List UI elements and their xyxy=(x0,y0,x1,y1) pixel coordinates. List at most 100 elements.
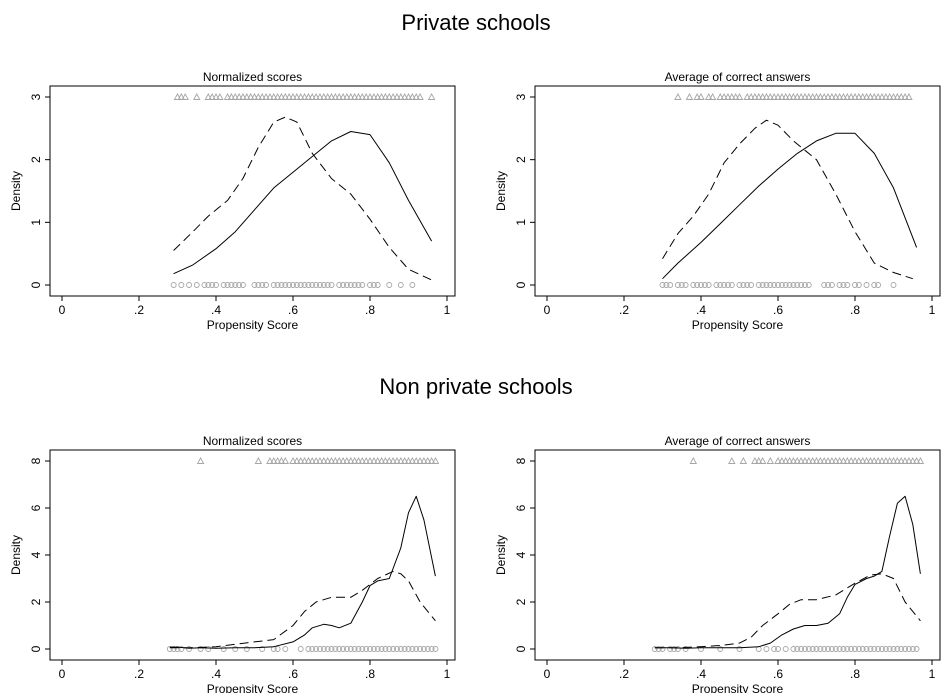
triangle-marker xyxy=(851,457,859,464)
triangle-marker xyxy=(878,457,886,464)
circle-marker xyxy=(397,282,404,288)
circle-marker xyxy=(763,646,770,652)
triangle-marker xyxy=(258,93,266,100)
y-tick-label: 6 xyxy=(29,504,43,511)
triangle-marker xyxy=(273,457,282,464)
x-tick-label: .8 xyxy=(365,303,375,317)
chart-private-normalized: Normalized scores 0 .2 .4 .6 .8 1 Propensity Sc… xyxy=(9,70,456,332)
circle-marker xyxy=(755,282,762,288)
section-title-nonprivate: Non private schools xyxy=(379,374,573,399)
triangle-marker xyxy=(293,457,301,464)
density-line-dashed xyxy=(662,119,913,280)
circle-marker xyxy=(782,282,789,288)
circle-marker xyxy=(274,646,281,652)
circle-marker xyxy=(844,282,851,288)
triangle-marker xyxy=(320,93,328,100)
circle-marker xyxy=(863,646,870,652)
circle-marker xyxy=(778,282,785,288)
circle-marker xyxy=(763,282,770,288)
circle-marker xyxy=(852,282,858,288)
x-tick-label: .4 xyxy=(696,667,706,681)
circle-marker xyxy=(274,282,281,288)
circle-marker xyxy=(771,646,778,652)
circle-marker xyxy=(236,282,243,288)
triangle-marker xyxy=(285,93,293,100)
triangle-marker xyxy=(851,93,859,100)
circle-marker xyxy=(420,646,427,652)
triangle-marker xyxy=(762,93,771,100)
circle-marker xyxy=(178,646,185,652)
triangle-marker xyxy=(843,457,852,464)
triangle-marker xyxy=(689,457,698,464)
x-tick-label: .6 xyxy=(288,303,298,317)
x-axis-label: Propensity Score xyxy=(207,318,299,332)
density-line-solid xyxy=(169,495,436,649)
circle-marker xyxy=(174,646,181,652)
triangle-marker xyxy=(801,457,809,464)
circle-marker xyxy=(805,646,812,652)
circle-marker xyxy=(736,646,743,652)
y-tick-label: 0 xyxy=(29,645,43,652)
x-axis-label: Propensity Score xyxy=(692,682,784,693)
circle-marker xyxy=(825,282,831,288)
y-tick-label: 8 xyxy=(29,457,43,464)
triangle-marker xyxy=(828,93,836,100)
x-tick-label: .4 xyxy=(696,303,706,317)
triangle-marker xyxy=(192,93,201,100)
y-tick-label: 0 xyxy=(29,281,43,288)
triangle-marker xyxy=(381,457,390,464)
circle-marker xyxy=(282,282,289,288)
triangle-marker xyxy=(412,93,420,100)
circle-marker xyxy=(170,282,177,288)
circle-marker xyxy=(790,282,797,288)
circle-marker xyxy=(374,282,381,288)
triangle-marker xyxy=(685,93,694,100)
circle-marker xyxy=(748,282,754,288)
triangle-marker xyxy=(778,457,786,464)
triangle-marker xyxy=(281,93,290,100)
triangle-marker xyxy=(331,93,340,100)
triangle-marker xyxy=(855,457,863,464)
circle-marker xyxy=(409,646,416,652)
triangle-marker xyxy=(751,93,759,100)
circle-marker xyxy=(251,282,258,288)
circle-marker xyxy=(259,646,266,652)
triangle-marker xyxy=(731,93,740,100)
x-tick-label: .8 xyxy=(850,667,860,681)
circle-marker xyxy=(351,282,358,288)
x-tick-label: 0 xyxy=(544,667,551,681)
y-tick-label: 4 xyxy=(29,551,43,558)
triangle-marker xyxy=(774,93,782,100)
circle-marker xyxy=(347,282,354,288)
triangle-marker xyxy=(381,93,390,100)
triangle-marker xyxy=(781,93,790,100)
triangle-marker xyxy=(266,93,274,100)
triangle-marker xyxy=(739,457,748,464)
triangle-marker xyxy=(281,457,290,464)
triangle-marker xyxy=(370,93,378,100)
x-tick-label: .6 xyxy=(773,667,783,681)
circle-marker xyxy=(828,646,835,652)
circle-marker xyxy=(717,282,724,288)
triangle-marker xyxy=(758,457,767,464)
triangle-marker xyxy=(216,93,224,100)
circle-marker xyxy=(401,646,408,652)
triangle-marker xyxy=(824,457,832,464)
circle-marker xyxy=(794,282,801,288)
circle-marker xyxy=(290,282,296,288)
circle-marker xyxy=(328,282,335,288)
y-tick-label: 3 xyxy=(514,93,528,100)
triangle-marker xyxy=(408,93,417,100)
triangle-marker xyxy=(766,457,775,464)
triangle-marker xyxy=(277,93,286,100)
y-tick-label: 2 xyxy=(29,156,43,163)
triangle-marker xyxy=(728,457,736,464)
triangle-marker xyxy=(693,93,701,100)
triangle-marker xyxy=(393,93,401,100)
triangle-marker xyxy=(366,93,374,100)
chart-nonprivate-average: Average of correct answers 0 .2 .4 .6 .8 1 Prop… xyxy=(494,434,941,693)
triangle-marker xyxy=(350,457,359,464)
circle-marker xyxy=(663,282,670,288)
circle-marker xyxy=(355,282,362,288)
circle-marker xyxy=(301,282,308,288)
